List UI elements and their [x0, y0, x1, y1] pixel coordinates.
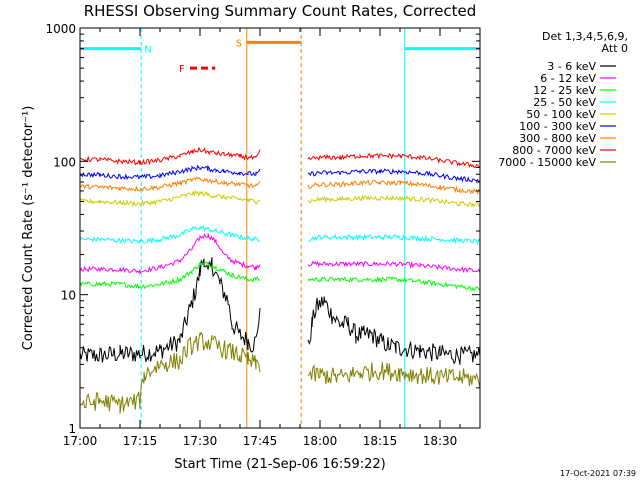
x-tick-label: 17:15 — [123, 434, 158, 448]
legend-label: 6 - 12 keV — [540, 72, 596, 85]
footer-timestamp: 17-Oct-2021 07:39 — [560, 469, 636, 478]
legend-label: 50 - 100 keV — [526, 108, 596, 121]
x-tick-label: 18:00 — [303, 434, 338, 448]
series-line — [79, 189, 481, 209]
series-line — [79, 164, 481, 183]
series-line — [79, 176, 481, 196]
y-tick-label: 10 — [61, 289, 76, 303]
x-tick-label: 18:15 — [363, 434, 398, 448]
legend-label: 800 - 7000 keV — [512, 144, 596, 157]
annotation-label-flare: F — [179, 64, 185, 75]
series-line — [79, 233, 481, 275]
legend-header: Det 1,3,4,5,6,9, — [542, 30, 628, 43]
y-tick-label: 1 — [68, 422, 76, 436]
y-tick-label: 1000 — [45, 22, 76, 36]
x-tick-label: 17:30 — [183, 434, 218, 448]
legend-label: 7000 - 15000 keV — [498, 156, 596, 169]
y-axis-label: Corrected Count Rate (s⁻¹ detector⁻¹) — [21, 106, 36, 351]
x-tick-label: 17:00 — [63, 434, 98, 448]
x-tick-label: 17:45 — [243, 434, 278, 448]
series-lines — [79, 146, 481, 414]
annotation-label-saa: S — [236, 38, 242, 49]
annotation-bars: N F S — [80, 38, 480, 75]
series-line — [79, 261, 481, 292]
axes: 17:00 17:15 17:30 17:45 18:00 18:15 18:30 1 10 10… — [45, 22, 481, 448]
y-tick-label: 100 — [53, 155, 76, 169]
annotation-label-night: N — [144, 45, 151, 56]
legend-label: 300 - 800 keV — [519, 132, 596, 145]
x-tick-label: 18:30 — [423, 434, 458, 448]
legend-label: 25 - 50 keV — [533, 96, 596, 109]
legend-label: 12 - 25 keV — [533, 84, 596, 97]
legend-label: 3 - 6 keV — [547, 60, 596, 73]
chart-title: RHESSI Observing Summary Count Rates, Co… — [84, 2, 477, 20]
legend-label: 100 - 300 keV — [519, 120, 596, 133]
series-line — [79, 331, 481, 414]
series-line — [79, 225, 481, 245]
series-line — [79, 257, 481, 365]
x-axis-label: Start Time (21-Sep-06 16:59:22) — [174, 457, 385, 472]
series-line — [79, 146, 481, 168]
legend-header: Att 0 — [602, 42, 628, 55]
